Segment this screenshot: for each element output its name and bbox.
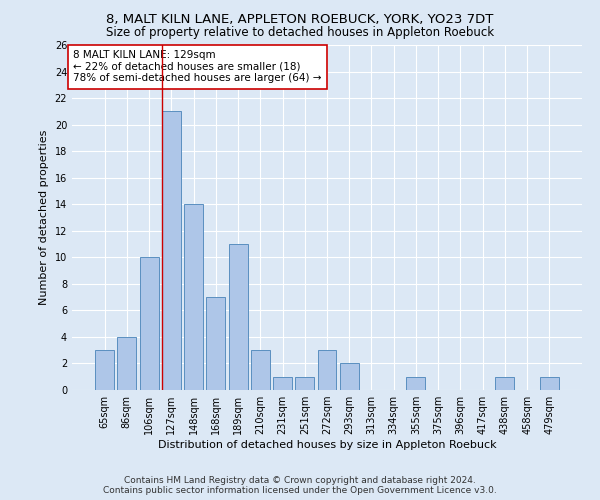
Text: 8, MALT KILN LANE, APPLETON ROEBUCK, YORK, YO23 7DT: 8, MALT KILN LANE, APPLETON ROEBUCK, YOR… bbox=[106, 12, 494, 26]
Bar bbox=[184, 204, 203, 390]
Bar bbox=[496, 376, 514, 390]
Bar bbox=[273, 376, 292, 390]
Bar bbox=[540, 376, 559, 390]
Bar bbox=[295, 376, 314, 390]
Text: Contains HM Land Registry data © Crown copyright and database right 2024.
Contai: Contains HM Land Registry data © Crown c… bbox=[103, 476, 497, 495]
Bar bbox=[317, 350, 337, 390]
Bar bbox=[406, 376, 425, 390]
X-axis label: Distribution of detached houses by size in Appleton Roebuck: Distribution of detached houses by size … bbox=[158, 440, 496, 450]
Bar bbox=[251, 350, 270, 390]
Bar bbox=[162, 112, 181, 390]
Text: 8 MALT KILN LANE: 129sqm
← 22% of detached houses are smaller (18)
78% of semi-d: 8 MALT KILN LANE: 129sqm ← 22% of detach… bbox=[73, 50, 322, 84]
Bar bbox=[229, 244, 248, 390]
Bar bbox=[118, 337, 136, 390]
Bar bbox=[206, 297, 225, 390]
Text: Size of property relative to detached houses in Appleton Roebuck: Size of property relative to detached ho… bbox=[106, 26, 494, 39]
Bar bbox=[95, 350, 114, 390]
Bar bbox=[140, 258, 158, 390]
Y-axis label: Number of detached properties: Number of detached properties bbox=[39, 130, 49, 305]
Bar bbox=[340, 364, 359, 390]
